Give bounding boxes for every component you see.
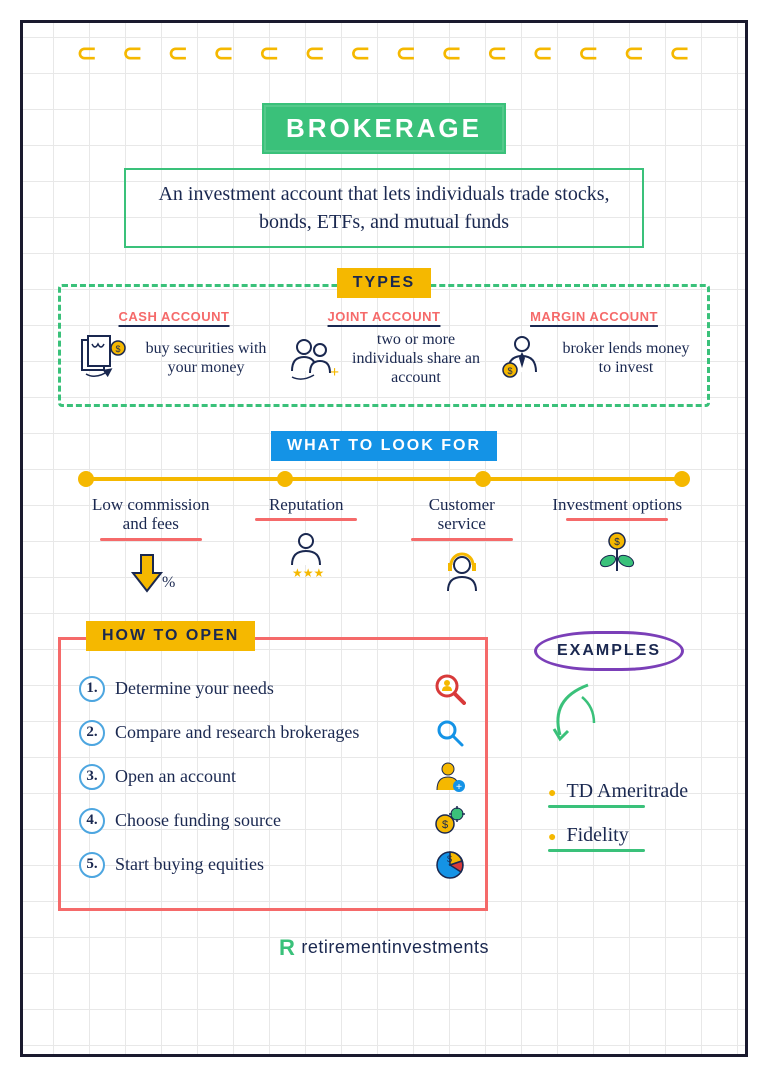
howto-badge: HOW TO OPEN	[86, 621, 255, 651]
examples-section: EXAMPLES TD Ameritrade Fidelity	[508, 621, 710, 868]
spiral-rings: ⊂ ⊂ ⊂ ⊂ ⊂ ⊂ ⊂ ⊂ ⊂ ⊂ ⊂ ⊂ ⊂ ⊂	[23, 39, 745, 61]
bottom-row: HOW TO OPEN 1. Determine your needs 2. C…	[58, 621, 710, 911]
howto-step: 5. Start buying equities $	[79, 848, 467, 882]
svg-text:$: $	[507, 366, 512, 376]
underline	[411, 538, 513, 541]
types-section: TYPES CASH ACCOUNT $	[58, 268, 710, 407]
svg-text:$: $	[447, 854, 452, 864]
title-badge: BROKERAGE	[262, 103, 506, 154]
howto-step: 4. Choose funding source $	[79, 804, 467, 838]
step-text: Determine your needs	[115, 678, 274, 699]
ring-icon: ⊂	[168, 39, 190, 61]
lookfor-badge: WHAT TO LOOK FOR	[271, 431, 497, 461]
example-item: Fidelity	[548, 824, 710, 852]
step-number: 4.	[79, 808, 105, 834]
lookfor-item: Reputation ★★★	[234, 495, 380, 599]
step-number: 1.	[79, 676, 105, 702]
howto-step: 3. Open an account +	[79, 760, 467, 794]
lookfor-label: Investment options	[545, 495, 691, 515]
type-desc: buy securities with your money	[139, 339, 273, 377]
step-number: 5.	[79, 852, 105, 878]
svg-text:+: +	[330, 364, 339, 381]
ring-icon: ⊂	[259, 39, 281, 61]
definition-box: An investment account that lets individu…	[124, 168, 644, 248]
ring-icon: ⊂	[122, 39, 144, 61]
footer-logo-icon: R	[279, 935, 295, 960]
ring-icon: ⊂	[350, 39, 372, 61]
underline	[255, 518, 357, 521]
step-text: Open an account	[115, 766, 236, 787]
svg-text:$: $	[614, 537, 620, 548]
lookfor-item: Investment options $	[545, 495, 691, 599]
pie-chart-icon: $	[433, 848, 467, 882]
docs-coin-icon: $	[75, 330, 131, 386]
type-desc: broker lends money to invest	[559, 339, 693, 377]
examples-list: TD Ameritrade Fidelity	[548, 780, 710, 852]
curved-arrow-icon	[538, 679, 710, 764]
type-cash: CASH ACCOUNT $ buy securities	[75, 309, 273, 388]
down-arrow-percent-icon: %	[78, 549, 224, 599]
type-title: MARGIN ACCOUNT	[495, 309, 693, 324]
howto-list: 1. Determine your needs 2. Compare and r…	[79, 672, 467, 882]
ring-icon: ⊂	[624, 39, 646, 61]
svg-text:$: $	[442, 819, 448, 831]
lookfor-item: Customer service	[389, 495, 535, 599]
examples-badge: EXAMPLES	[534, 631, 684, 671]
footer: Rretirementinvestments	[58, 935, 710, 961]
type-title: CASH ACCOUNT	[75, 309, 273, 324]
lookfor-label: Low commission and fees	[78, 495, 224, 534]
footer-text: retirementinvestments	[301, 936, 489, 956]
howto-step: 1. Determine your needs	[79, 672, 467, 706]
ring-icon: ⊂	[305, 39, 327, 61]
ring-icon: ⊂	[396, 39, 418, 61]
timeline-dot	[277, 471, 293, 487]
headset-person-icon	[389, 549, 535, 599]
timeline-dot	[78, 471, 94, 487]
lookfor-label: Reputation	[234, 495, 380, 515]
lookfor-label: Customer service	[389, 495, 535, 534]
ring-icon: ⊂	[213, 39, 235, 61]
person-stars-icon: ★★★	[234, 529, 380, 579]
step-text: Compare and research brokerages	[115, 722, 359, 743]
example-item: TD Ameritrade	[548, 780, 710, 808]
ring-icon: ⊂	[669, 39, 691, 61]
lookfor-item: Low commission and fees %	[78, 495, 224, 599]
step-number: 3.	[79, 764, 105, 790]
step-number: 2.	[79, 720, 105, 746]
type-desc: two or more individuals share an account	[349, 330, 483, 388]
howto-box: 1. Determine your needs 2. Compare and r…	[58, 637, 488, 911]
ring-icon: ⊂	[533, 39, 555, 61]
ring-icon: ⊂	[77, 39, 99, 61]
timeline-dot	[475, 471, 491, 487]
types-badge: TYPES	[337, 268, 431, 298]
notebook-page: ⊂ ⊂ ⊂ ⊂ ⊂ ⊂ ⊂ ⊂ ⊂ ⊂ ⊂ ⊂ ⊂ ⊂ BROKERAGE An investment a…	[20, 20, 748, 1057]
magnify-icon	[433, 716, 467, 750]
coin-gear-icon: $	[433, 804, 467, 838]
underline	[100, 538, 202, 541]
underline	[566, 518, 668, 521]
type-title: JOINT ACCOUNT	[285, 309, 483, 324]
svg-text:$: $	[115, 344, 120, 354]
ring-icon: ⊂	[441, 39, 463, 61]
magnify-person-icon	[433, 672, 467, 706]
person-tie-coin-icon: $	[495, 330, 551, 386]
svg-text:%: %	[162, 574, 175, 591]
lookfor-timeline: Low commission and fees % Reputation ★★★…	[78, 477, 690, 599]
timeline-dot	[674, 471, 690, 487]
howto-step: 2. Compare and research brokerages	[79, 716, 467, 750]
type-margin: MARGIN ACCOUNT $ broker lends money to i…	[495, 309, 693, 388]
step-text: Start buying equities	[115, 854, 264, 875]
type-joint: JOINT ACCOUNT + two or more individuals …	[285, 309, 483, 388]
person-plus-icon: +	[433, 760, 467, 794]
howto-section: HOW TO OPEN 1. Determine your needs 2. C…	[58, 621, 488, 911]
coin-plant-icon: $	[545, 529, 691, 579]
ring-icon: ⊂	[578, 39, 600, 61]
types-box: CASH ACCOUNT $ buy securities	[58, 284, 710, 407]
svg-text:★★★: ★★★	[292, 566, 324, 579]
ring-icon: ⊂	[487, 39, 509, 61]
svg-text:+: +	[456, 781, 462, 793]
timeline-dots	[78, 471, 690, 487]
step-text: Choose funding source	[115, 810, 281, 831]
two-people-icon: +	[285, 331, 341, 387]
